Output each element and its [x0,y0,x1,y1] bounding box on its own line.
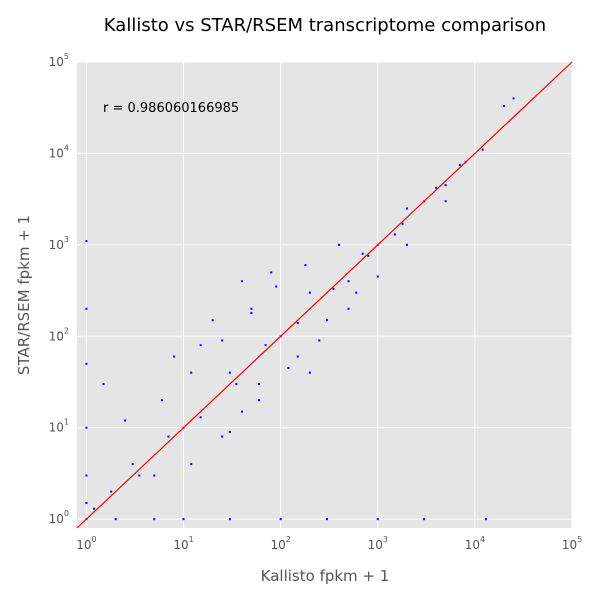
data-point [258,399,261,402]
data-point [512,97,515,100]
correlation-annotation: r = 0.986060166985 [103,101,239,116]
x-tick-label: 100 [76,535,96,552]
data-point [228,430,231,433]
data-point [190,463,193,466]
x-tick-label: 101 [173,535,193,552]
data-point [279,518,282,521]
data-point [228,518,231,521]
data-point [264,344,267,347]
data-point [423,518,426,521]
data-point [250,307,253,310]
data-point [93,507,96,510]
data-point [153,474,156,477]
data-point [435,186,438,189]
y-tick-label: 103 [49,235,69,252]
data-point [308,371,311,374]
data-point [444,200,447,203]
data-point [85,307,88,310]
y-axis-ticks: 100 101 102 103 104 105 [49,52,69,526]
data-point [296,355,299,358]
y-axis-label: STAR/RSEM fpkm + 1 [15,215,33,375]
data-point [308,291,311,294]
data-point [444,184,447,187]
x-tick-label: 104 [465,535,485,552]
x-tick-label: 105 [562,535,582,552]
reference-line [76,61,573,529]
x-tick-label: 102 [270,535,290,552]
data-point [138,474,141,477]
data-point [199,344,202,347]
reference-line-group [76,61,573,529]
data-point [85,474,88,477]
data-point [250,311,253,314]
data-point [235,383,238,386]
data-point [221,339,224,342]
x-axis-ticks: 100 101 102 103 104 105 [76,535,582,552]
data-point [401,222,404,225]
chart-title: Kallisto vs STAR/RSEM transcriptome comp… [104,15,546,36]
data-point [406,207,408,210]
data-point [102,383,105,386]
data-point [304,264,307,267]
data-point [241,280,243,283]
data-point [199,416,202,419]
data-point [458,163,461,166]
data-point [347,280,350,283]
data-point [318,339,321,342]
data-point [221,435,224,438]
data-point [258,383,261,386]
data-point [124,419,127,422]
x-tick-label: 103 [368,535,388,552]
data-point [481,148,484,151]
data-point [376,518,379,521]
data-point [503,105,506,108]
data-point [228,371,231,374]
data-point [85,362,88,365]
x-axis-label: Kallisto fpkm + 1 [261,567,390,585]
grid-lines [77,61,573,528]
data-point [484,518,487,521]
data-point [153,518,156,521]
data-point [355,291,358,294]
data-point [241,410,243,413]
data-point [85,240,88,243]
data-point [190,371,193,374]
data-point [325,518,328,521]
data-point [287,366,290,369]
data-point [296,321,299,324]
data-point [110,490,113,493]
data-point [347,307,350,310]
y-tick-label: 104 [49,143,69,160]
data-point [275,285,278,288]
data-point [325,319,328,322]
y-tick-label: 105 [49,52,69,69]
data-point [131,463,134,466]
y-tick-label: 102 [49,326,69,343]
data-point [211,319,214,322]
data-point [114,518,117,521]
data-point [367,254,370,257]
y-tick-label: 100 [49,509,69,526]
data-point [361,252,364,255]
data-point [338,243,341,246]
data-point [332,287,335,290]
y-tick-label: 101 [49,418,69,435]
data-point [85,426,88,429]
data-point [393,233,396,236]
data-point [173,355,176,358]
data-point [270,271,273,274]
data-point [85,502,88,505]
data-point [160,399,163,402]
data-point [376,275,379,278]
data-point [182,518,185,521]
data-point [406,243,408,246]
data-point [167,435,170,438]
